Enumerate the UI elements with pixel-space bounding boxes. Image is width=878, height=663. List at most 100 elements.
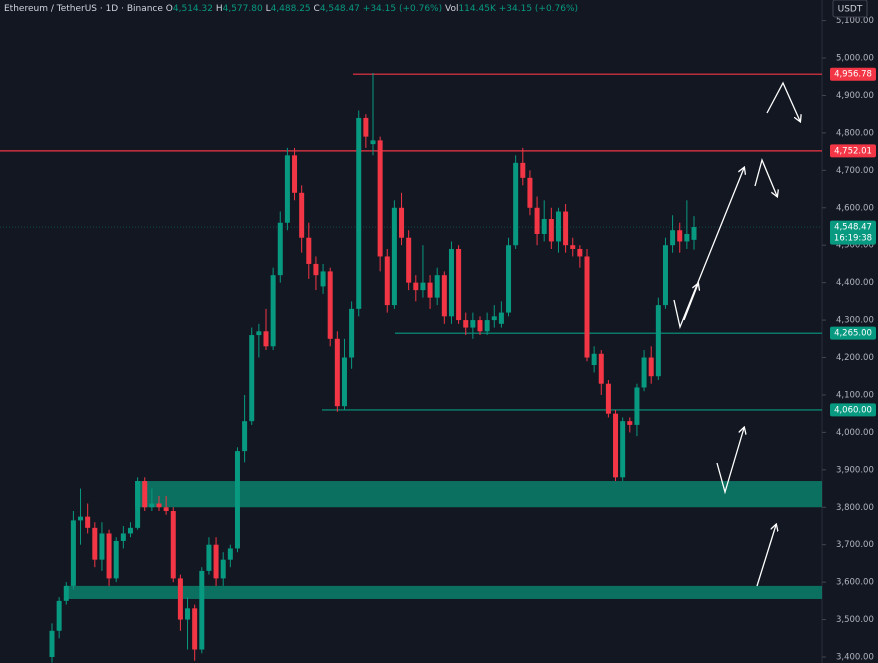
candle-body <box>641 357 647 388</box>
y-tick-label: 4,800.00 <box>836 128 874 138</box>
candle-body <box>541 219 547 234</box>
candle-body <box>142 481 148 508</box>
candle-body <box>677 230 683 242</box>
legend-key: O <box>166 4 173 14</box>
y-tick-label: 4,200.00 <box>836 353 874 363</box>
candle-body <box>427 282 433 298</box>
price-label: 4,265.00 <box>834 329 872 339</box>
candle-body <box>377 140 383 257</box>
candle-body <box>227 548 233 560</box>
arrow <box>673 168 744 330</box>
legend-value: 4,514.32 <box>173 4 213 14</box>
y-tick-label: 4,900.00 <box>836 91 874 101</box>
candle-body <box>234 451 240 549</box>
arrow <box>754 157 777 196</box>
header: Ethereum / TetherUS · 1D · Binance O4,51… <box>4 4 578 14</box>
candle-body <box>477 320 483 332</box>
candle-body <box>85 516 91 528</box>
candle-body <box>605 383 611 414</box>
currency[interactable]: USDT <box>838 5 863 15</box>
candle-body <box>491 316 497 321</box>
candle-body <box>277 222 283 276</box>
candle-body <box>577 248 583 257</box>
y-tick-label: 4,500.00 <box>836 241 874 251</box>
legend-key: Vol <box>445 4 458 14</box>
candle-body <box>199 570 205 650</box>
y-tick-label: 4,600.00 <box>836 203 874 213</box>
candle-body <box>284 155 290 223</box>
candle-body <box>192 608 198 650</box>
legend-value: 4,548.47 <box>320 4 360 14</box>
y-tick-label: 3,900.00 <box>836 465 874 475</box>
candle-body <box>534 207 540 234</box>
y-tick-label: 4,000.00 <box>836 428 874 438</box>
y-tick-label: 3,800.00 <box>836 503 874 513</box>
candle-body <box>263 331 269 347</box>
candle-body <box>555 211 561 242</box>
y-tick-label: 3,400.00 <box>836 653 874 663</box>
arrow <box>766 81 800 121</box>
candle-body <box>527 177 533 208</box>
candle-body <box>413 282 419 291</box>
candle-body <box>56 600 62 631</box>
candle-body <box>313 263 319 276</box>
candle-body <box>684 233 690 242</box>
candle-body <box>691 227 697 240</box>
candle-body <box>177 578 183 620</box>
candle-body <box>363 117 369 137</box>
candle-body <box>99 533 105 560</box>
arrow <box>716 428 744 495</box>
price-label: 4,752.01 <box>834 146 872 156</box>
candle-body <box>63 585 69 601</box>
candle-body <box>584 256 590 358</box>
candle-body <box>306 237 312 264</box>
candle-body <box>163 507 169 512</box>
legend-key: H <box>216 4 223 14</box>
candle-body <box>106 533 112 579</box>
price-label-box <box>830 220 876 245</box>
candle-body <box>135 481 141 528</box>
candle-body <box>220 559 226 579</box>
candle-body <box>670 230 676 246</box>
candle-body <box>470 320 476 328</box>
y-tick-label: 4,700.00 <box>836 166 874 176</box>
y-tick-label: 3,700.00 <box>836 540 874 550</box>
candle-body <box>634 387 640 425</box>
currency-box[interactable] <box>832 0 868 18</box>
price-label: 4,548.47 <box>834 223 872 233</box>
candle-body <box>384 256 390 306</box>
support-zone <box>67 585 822 599</box>
candle-body <box>334 338 340 407</box>
arrows <box>673 81 800 587</box>
candle-body <box>448 248 454 317</box>
candle-body <box>113 540 119 579</box>
candle-body <box>563 211 569 246</box>
y-tick-label: 5,100.00 <box>836 16 874 26</box>
candle-body <box>648 357 654 377</box>
price-axis: 3,400.00 3,500.00 3,600.00 3,700.00 3,800.00… <box>822 16 876 663</box>
candle-body <box>591 353 597 366</box>
countdown: 16:19:38 <box>834 234 872 244</box>
candle-body <box>213 544 219 579</box>
candle-body <box>156 503 162 508</box>
arrow <box>756 525 776 587</box>
candle-body <box>149 503 155 508</box>
candle-body <box>420 282 426 291</box>
candle-body <box>620 421 626 478</box>
candle-body <box>655 305 661 377</box>
candle-body <box>185 608 191 620</box>
price-label-box <box>830 326 876 340</box>
candle-body <box>299 192 305 238</box>
candle-body <box>292 155 298 193</box>
price-label-box <box>830 144 876 158</box>
y-tick-label: 5,000.00 <box>836 54 874 64</box>
candle-body <box>92 527 98 560</box>
candle-body <box>498 312 504 324</box>
y-tick-label: 3,500.00 <box>836 615 874 625</box>
candle-body <box>206 544 212 571</box>
candle-body <box>520 162 526 178</box>
y-tick-label: 4,300.00 <box>836 316 874 326</box>
price-label-box <box>830 403 876 417</box>
